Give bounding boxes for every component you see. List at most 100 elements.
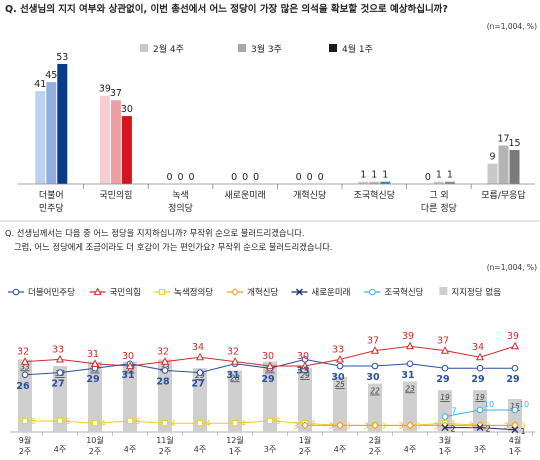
no-party-bar-5 — [193, 368, 207, 432]
x-label-6-0: 12월 — [226, 435, 244, 445]
legend2-marker-0 — [12, 288, 20, 296]
series-marker-2-5 — [196, 420, 204, 427]
series-marker-2-0 — [21, 417, 29, 425]
series-marker-2-7 — [266, 417, 274, 425]
question-2-line-1: Q. 선생님께서는 다음 중 어느 정당을 지지하십니까? 무작위 순으로 불러… — [5, 228, 304, 238]
no-party-bar-11 — [403, 381, 417, 432]
series-marker-2-3 — [126, 417, 134, 425]
legend2-item-2: 녹색정의당 — [154, 287, 213, 298]
legend2-item-6: 지지정당 없음 — [439, 287, 501, 298]
legend-label-0: 2월 4주 — [153, 43, 184, 55]
x-label-10-0: 2월 — [369, 435, 381, 445]
series-marker-2-2 — [91, 420, 99, 427]
series-label-4-12: 2 — [450, 425, 455, 434]
series-marker-0-11 — [406, 360, 414, 368]
bar-7-0 — [487, 163, 498, 184]
series-label-2-1: 5 — [65, 417, 70, 426]
series-marker-4-12 — [441, 424, 449, 432]
no-party-bar-1 — [53, 366, 67, 432]
series-marker-0-9 — [336, 362, 344, 370]
x-label-5-0: 4주 — [194, 445, 206, 454]
ppp-label-5: 34 — [192, 342, 204, 353]
no-party-bar-10 — [368, 383, 382, 432]
no-party-bar-3 — [123, 361, 137, 432]
legend2-marker-1 — [93, 287, 102, 296]
legend2-marker-3 — [231, 288, 239, 296]
expected-seat-chart: Q. 선생님의 지지 여부와 상관없이, 이번 총선에서 어느 정당이 가장 많… — [5, 3, 537, 214]
series-marker-3-14 — [511, 421, 519, 430]
bar-label-3-1: 0 — [242, 172, 248, 183]
series-label-2-12: 4 — [450, 419, 455, 428]
bar-label-7-0: 9 — [489, 152, 495, 163]
bar-label-0-0: 41 — [34, 79, 46, 90]
bar-label-4-1: 0 — [307, 172, 313, 183]
legend2-label-4: 새로운미래 — [311, 288, 350, 298]
bar-label-0-1: 45 — [45, 70, 57, 81]
category-label-3-0: 새로운미래 — [224, 190, 265, 201]
category-label-0-1: 민주당 — [39, 203, 64, 214]
category-labels-1: 더불어민주당 국민의힘 녹색정의당 새로운미래 개혁신당 조국혁신당 그 외다른 정당 모름/… — [39, 184, 526, 214]
series-marker-5-14 — [511, 406, 519, 414]
series-marker-0-10 — [371, 362, 379, 370]
legend-swatch-1 — [238, 44, 246, 52]
series-marker-5-13 — [476, 406, 484, 414]
series-marker-1-13 — [475, 352, 485, 361]
bar-6-2 — [444, 181, 455, 184]
series-marker-0-1 — [56, 369, 64, 376]
series-label-2-6: 4 — [240, 419, 245, 428]
ppp-label-14: 39 — [507, 331, 519, 342]
x-label-0-0: 9월 — [19, 435, 31, 445]
legend-swatch-2 — [329, 44, 337, 52]
dem-label-11: 31 — [401, 370, 414, 381]
dem-label-9: 30 — [331, 372, 345, 383]
x-label-11-0: 4주 — [404, 445, 416, 454]
trend-plot: 3330323233292832292522231919152627293128… — [10, 331, 535, 436]
series-marker-1-0 — [20, 357, 30, 365]
dem-label-7: 29 — [261, 374, 274, 385]
series-marker-1-5 — [195, 352, 205, 361]
no-party-bar-label-14: 15 — [510, 402, 520, 411]
bar-label-2-1: 0 — [177, 172, 183, 183]
category-label-2-0: 녹색 — [172, 190, 189, 201]
series-marker-1-9 — [335, 354, 345, 363]
bar-label-6-1: 1 — [436, 170, 442, 181]
bar-1-1 — [110, 100, 121, 184]
series-marker-3-10 — [371, 421, 379, 430]
category-label-2-1: 정의당 — [168, 203, 193, 214]
series-marker-1-8 — [300, 361, 310, 370]
bar-7-1 — [498, 145, 509, 184]
no-party-bar-label-6: 28 — [230, 373, 240, 382]
legend2-item-5: 조국혁신당 — [364, 287, 424, 298]
dem-label-14: 29 — [506, 374, 519, 385]
ppp-label-6: 32 — [227, 347, 239, 358]
series-marker-1-11 — [405, 341, 415, 350]
series-label-3-14: 3 — [503, 421, 508, 430]
category-label-7-0: 모름/무응답 — [481, 189, 525, 201]
series-marker-5-12 — [441, 413, 449, 420]
series-marker-3-12 — [441, 421, 449, 430]
no-party-bar-0 — [18, 359, 32, 432]
x-label-13-0: 3주 — [474, 445, 486, 454]
x-label-4-1: 2주 — [159, 447, 171, 456]
series-marker-0-14 — [511, 364, 519, 372]
series-label-3-9: 3 — [328, 421, 333, 430]
no-party-bar-8 — [298, 368, 312, 432]
series-marker-0-5 — [196, 369, 204, 376]
series-marker-0-12 — [441, 364, 449, 372]
bar-label-4-0: 0 — [296, 172, 302, 183]
bar-0-2 — [57, 64, 68, 184]
bar-0-1 — [46, 82, 57, 184]
party-support-trend-chart: Q. 선생님께서는 다음 중 어느 정당을 지지하십니까? 무작위 순으로 불러… — [5, 228, 537, 456]
x-label-2-1: 2주 — [89, 447, 101, 456]
dem-label-0: 26 — [16, 381, 30, 392]
bar-label-2-2: 0 — [188, 172, 194, 183]
bar-label-2-0: 0 — [166, 172, 172, 183]
series-label-2-14: 3 — [520, 421, 525, 430]
series-label-2-13: 3 — [485, 421, 490, 430]
dem-label-5: 27 — [191, 379, 204, 390]
legend2-marker-5 — [369, 288, 376, 296]
series-marker-1-10 — [370, 346, 380, 354]
bar-1-2 — [121, 116, 132, 184]
dem-label-10: 30 — [366, 372, 380, 383]
